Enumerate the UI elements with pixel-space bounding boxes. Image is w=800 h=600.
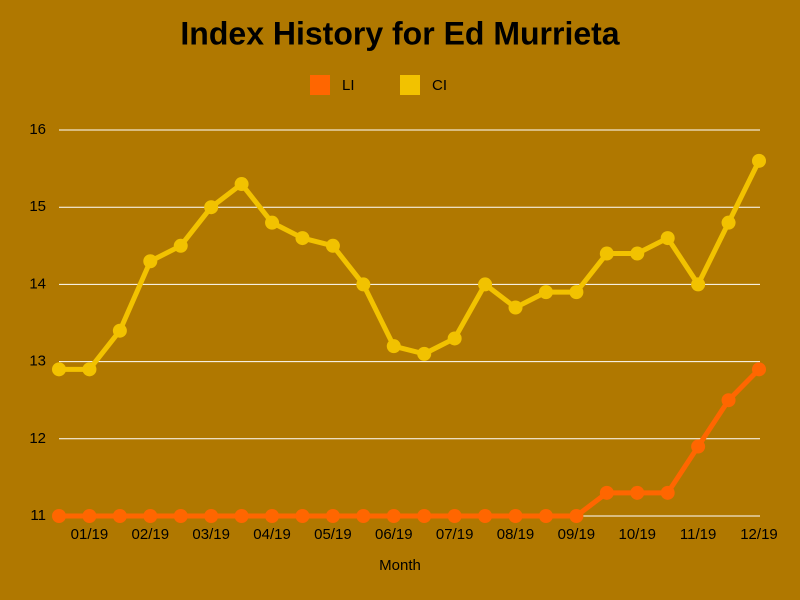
data-point [417,509,432,523]
data-point [508,300,523,315]
data-point [478,277,493,292]
data-point [295,509,310,523]
x-tick-label: 10/19 [618,526,656,543]
data-point [234,177,249,192]
data-point [82,509,97,523]
data-point [752,362,766,377]
data-point [112,509,127,523]
data-point [325,509,340,523]
x-tick-label: 02/19 [132,526,170,543]
x-tick-label: 11/19 [680,526,716,543]
data-point [52,362,66,377]
x-tick-label: 09/19 [558,526,596,543]
series-line [59,159,762,372]
x-tick-label: 06/19 [375,526,413,543]
data-point [569,285,584,300]
chart-title: Index History for Ed Murrieta [180,15,619,51]
data-point [538,285,553,300]
y-tick-label: 12 [29,430,46,447]
legend-label: LI [342,77,355,94]
data-point [660,485,675,500]
data-point [265,509,280,523]
data-point [204,200,219,215]
x-tick-label: 05/19 [314,526,352,543]
data-point [721,393,736,408]
data-point [630,246,645,261]
data-point [447,331,462,346]
data-point [173,509,188,523]
x-tick-label: 12/19 [740,526,778,543]
x-tick-label: 01/19 [71,526,109,543]
data-point [660,231,675,246]
data-point [752,153,766,168]
data-point [295,231,310,246]
x-axis-label: Month [379,557,421,574]
y-tick-label: 13 [29,353,46,370]
y-tick-label: 16 [29,121,46,138]
legend-swatch [310,75,330,95]
data-point [691,277,706,292]
x-tick-label: 07/19 [436,526,474,543]
data-point [447,509,462,523]
data-point [386,509,401,523]
data-point [691,439,706,454]
x-tick-label: 08/19 [497,526,535,543]
data-point [508,509,523,523]
data-point [386,339,401,354]
data-point [599,246,614,261]
data-point [143,254,158,269]
data-point [112,323,127,338]
data-point [173,238,188,253]
data-point [538,509,553,523]
series-line [59,367,761,519]
data-point [599,485,614,500]
data-point [721,215,736,230]
data-point [265,215,280,230]
data-point [325,238,340,253]
y-tick-label: 11 [30,507,46,524]
data-point [234,509,249,523]
data-point [569,509,584,523]
data-point [356,509,371,523]
data-point [417,346,432,361]
x-tick-label: 04/19 [253,526,291,543]
x-tick-label: 03/19 [192,526,230,543]
data-point [52,509,66,523]
data-point [478,509,493,523]
y-tick-label: 14 [29,275,46,292]
legend-swatch [400,75,420,95]
data-point [82,362,97,377]
legend-label: CI [432,77,447,94]
data-point [204,509,219,523]
data-point [630,485,645,500]
data-point [356,277,371,292]
data-point [143,509,158,523]
y-tick-label: 15 [29,198,46,215]
